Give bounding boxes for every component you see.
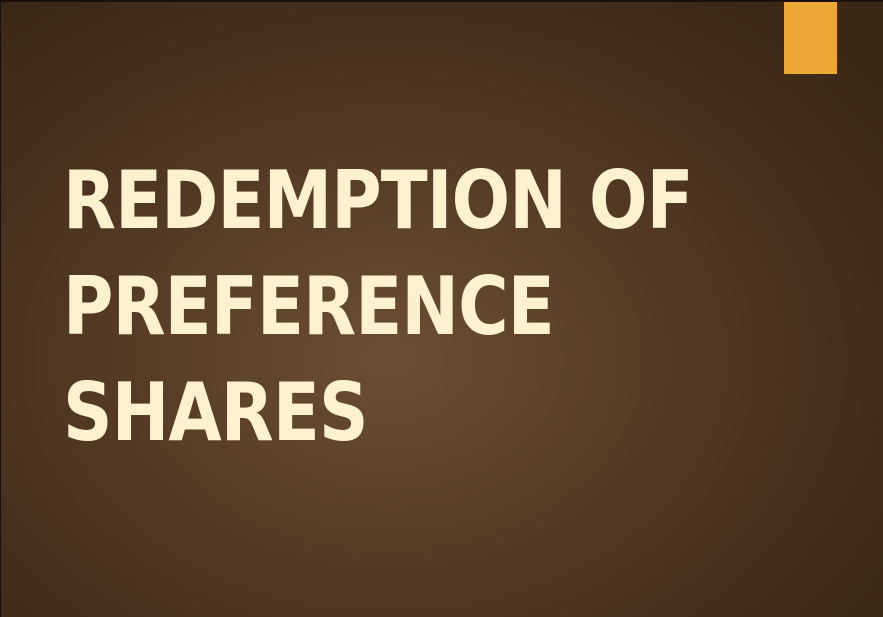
accent-tab — [784, 2, 837, 74]
title-line-2: PREFERENCE — [63, 260, 555, 353]
slide-title: REDEMPTION OF PREFERENCE SHARES — [63, 148, 717, 466]
title-line-3: SHARES — [63, 366, 369, 459]
title-line-1: REDEMPTION OF — [63, 154, 694, 247]
